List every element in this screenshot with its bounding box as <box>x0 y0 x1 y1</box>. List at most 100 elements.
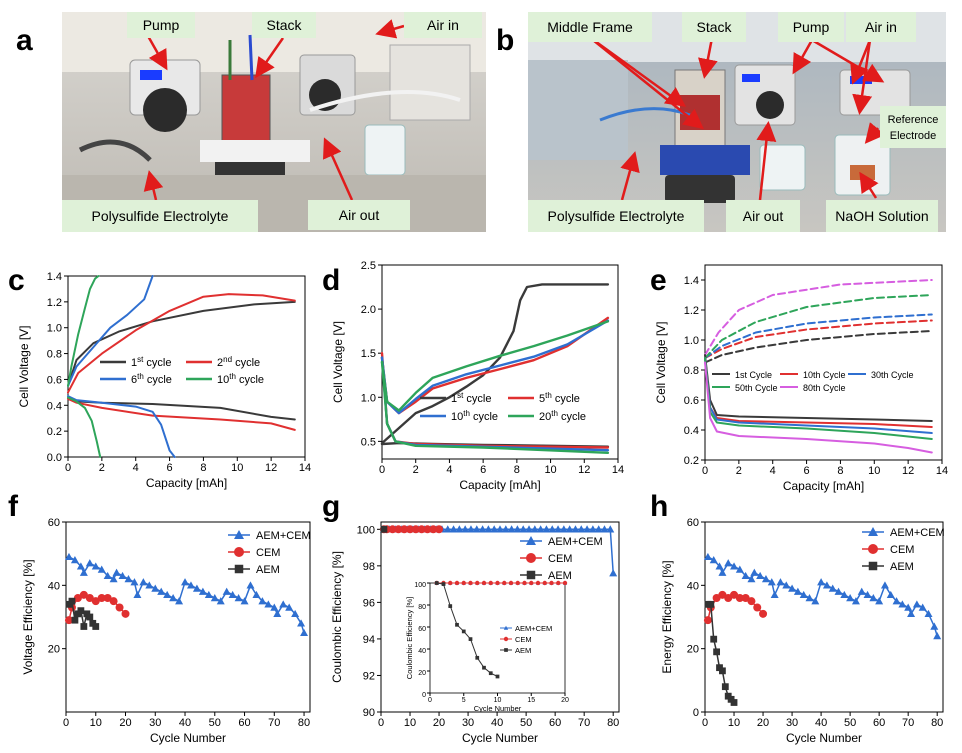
series-line <box>67 293 296 394</box>
panel-letter-h: h <box>650 490 668 523</box>
data-point <box>163 590 172 599</box>
data-point <box>388 525 397 534</box>
data-point <box>735 565 744 573</box>
legend: AEM+CEM CEM AEM <box>520 536 603 582</box>
legend-marker <box>868 544 878 554</box>
x-tick-label: 30 <box>462 717 474 729</box>
legend-label: CEM <box>890 544 914 556</box>
y-tick-label: 40 <box>687 580 699 592</box>
series-line <box>380 283 610 445</box>
series-line <box>707 603 735 704</box>
data-point <box>145 581 154 589</box>
x-tick-label: 60 <box>238 717 250 729</box>
y-tick-label: 60 <box>687 517 699 529</box>
chart-d: 0 2 4 6 8 10 12 14 0.5 1.0 1.5 2.0 2.5 Capacity [mAh]… <box>331 260 624 492</box>
series-line <box>704 313 933 359</box>
data-point <box>455 622 459 627</box>
data-point <box>907 609 916 618</box>
x-tick-label: 6 <box>167 462 173 474</box>
x-tick-label: 10 <box>544 464 556 476</box>
x-tick-label: 60 <box>549 717 561 729</box>
photo-a-label-air-out <box>308 200 410 230</box>
data-point <box>285 603 294 611</box>
data-point <box>121 609 130 618</box>
y-tick-label: 0.2 <box>47 426 62 438</box>
data-point <box>64 616 73 625</box>
data-point <box>707 600 715 608</box>
x-tick-label: 10 <box>494 697 502 704</box>
data-point <box>423 525 432 534</box>
data-point <box>730 699 738 706</box>
x-tick-label: 4 <box>770 465 776 477</box>
legend-label: CEM <box>548 553 572 565</box>
data-point <box>606 525 615 533</box>
data-point <box>273 609 282 618</box>
x-tick-label: 80 <box>607 717 619 729</box>
y-tick-label: 60 <box>48 517 60 529</box>
x-tick-label: 14 <box>612 464 624 476</box>
charts-layer: 0 2 4 6 8 10 12 14 0.0 0.2 0.4 0.6 0.8 1.0 1.2 1.4 Capac… <box>17 260 948 745</box>
data-point <box>703 552 712 561</box>
x-tick-label: 60 <box>873 717 885 729</box>
panel-letter-d: d <box>322 264 340 297</box>
legend-label: 10th cycle <box>217 372 264 386</box>
x-axis-label: Cycle Number <box>786 731 862 745</box>
data-point <box>730 562 739 570</box>
x-tick-label: 0 <box>428 697 432 704</box>
plot-frame <box>380 521 620 713</box>
data-point <box>97 594 106 602</box>
data-point <box>417 525 426 534</box>
x-tick-label: 40 <box>491 717 503 729</box>
y-tick-label: 96 <box>363 597 375 609</box>
series-line <box>67 300 296 387</box>
y-tick-label: 0.2 <box>684 455 699 467</box>
data-point <box>747 597 756 606</box>
y-tick-label: 1.0 <box>684 335 699 347</box>
data-point <box>571 525 580 533</box>
data-point <box>933 632 942 640</box>
y-axis-label: Energy Efficiency [%] <box>660 560 674 673</box>
legend-marker <box>526 553 536 563</box>
y-tick-label: 1.0 <box>47 323 62 335</box>
data-point <box>252 590 261 599</box>
data-point <box>488 671 493 676</box>
data-point <box>175 597 184 605</box>
x-tick-label: 70 <box>902 717 914 729</box>
data-point <box>542 580 547 586</box>
x-tick-label: 15 <box>527 697 535 704</box>
data-point <box>79 568 88 576</box>
legend-label: 1st cycle <box>451 391 491 405</box>
y-tick-label: 94 <box>363 634 375 646</box>
inset-chart: 0 5 10 15 20 0 20 40 60 80 100 Cycle Number Coulombi… <box>405 580 569 713</box>
data-point <box>583 525 592 533</box>
x-tick-label: 0 <box>702 465 708 477</box>
data-point <box>817 578 826 586</box>
data-point <box>77 607 85 615</box>
data-point <box>761 575 770 583</box>
inset-legend-label: AEM+CEM <box>515 624 552 633</box>
plot-frame <box>381 264 619 460</box>
data-point <box>222 587 231 595</box>
photo-b-label-pump-text: Pump <box>793 19 830 35</box>
data-point <box>530 525 539 533</box>
x-tick-label: 70 <box>578 717 590 729</box>
legend-marker <box>234 547 244 557</box>
legend-marker <box>526 570 536 580</box>
legend-label: 1st cycle <box>131 355 171 369</box>
x-tick-label: 8 <box>200 462 206 474</box>
legend-label: AEM+CEM <box>256 530 311 542</box>
photo-b-label-reference-electrode <box>880 106 946 148</box>
inset-legend-marker <box>503 636 509 642</box>
y-tick-label: 90 <box>363 707 375 719</box>
photo-a-label-air-in-text: Air in <box>427 17 459 33</box>
x-tick-label: 6 <box>480 464 486 476</box>
legend-label: 30th Cycle <box>871 370 914 380</box>
data-point <box>513 525 522 533</box>
y-tick-label: 0.8 <box>684 365 699 377</box>
legend-label: CEM <box>256 547 280 559</box>
data-point <box>904 603 913 611</box>
y-tick-label: 92 <box>363 670 375 682</box>
data-point <box>562 580 568 586</box>
legend-label: AEM <box>890 561 914 573</box>
